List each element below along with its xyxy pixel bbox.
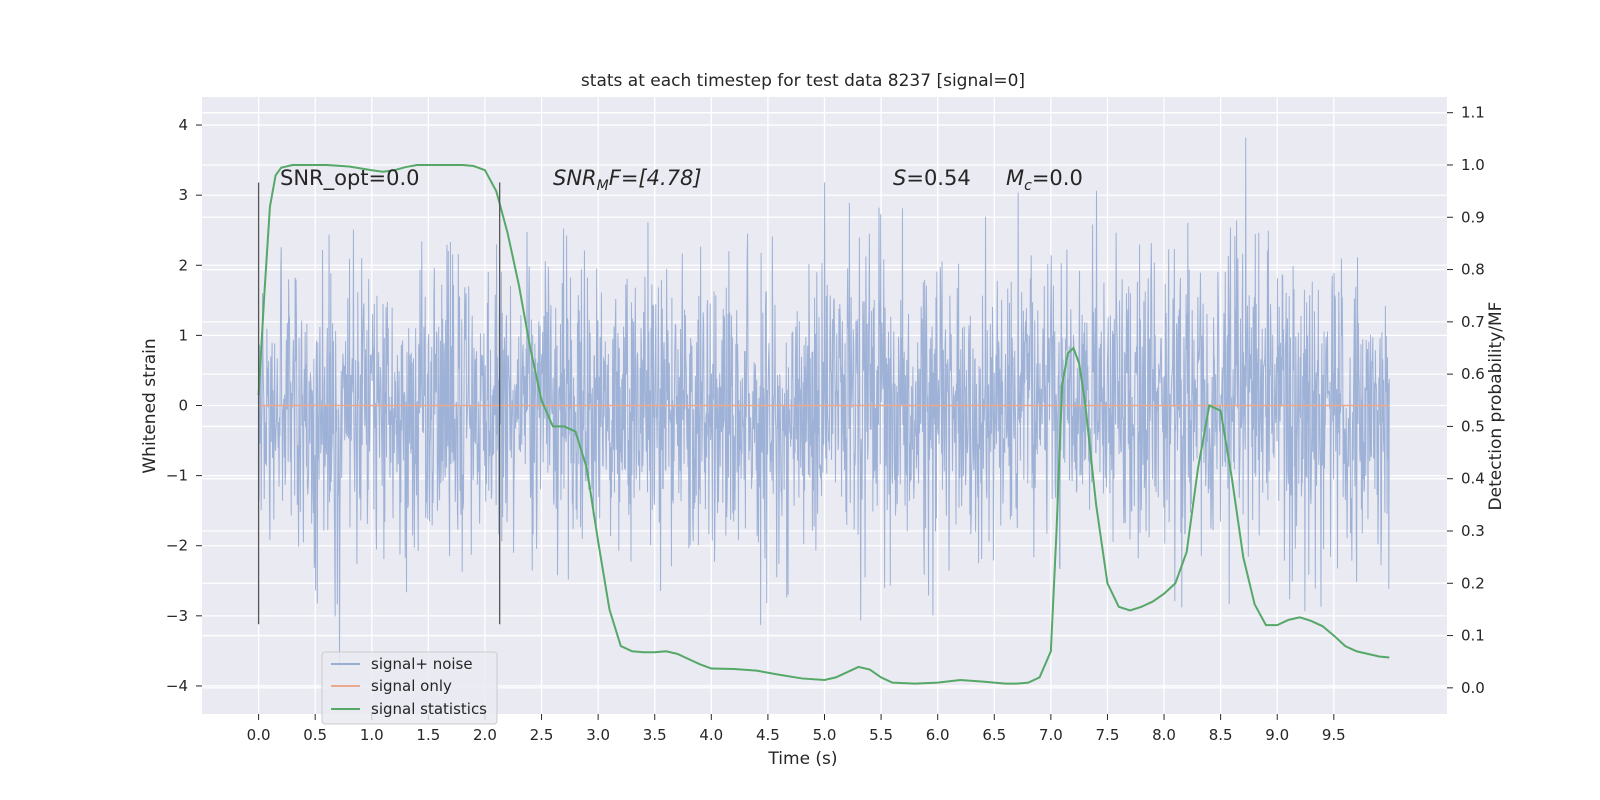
- annotation-s: S=0.54: [893, 166, 971, 190]
- annotation-mc-symbol: M: [1006, 166, 1024, 190]
- x-tick-label: 9.5: [1322, 726, 1346, 744]
- x-tick-label: 1.0: [360, 726, 384, 744]
- x-tick-label: 5.5: [869, 726, 893, 744]
- x-tick-label: 6.0: [926, 726, 950, 744]
- x-tick-label: 2.5: [530, 726, 554, 744]
- y-tick-label: −3: [166, 607, 188, 625]
- y-tick-label: 0: [178, 397, 188, 415]
- x-tick-label: 3.5: [643, 726, 667, 744]
- y2-tick-label: 0.8: [1461, 261, 1485, 279]
- y2-tick-label: 0.1: [1461, 627, 1485, 645]
- y2-tick-label: 1.1: [1461, 104, 1485, 122]
- y-tick-label: 4: [178, 116, 188, 134]
- x-tick-label: 4.5: [756, 726, 780, 744]
- legend-label-signal-only: signal only: [371, 677, 452, 695]
- y2-axis-label: Detection probability/MF: [1486, 302, 1506, 511]
- annotation-snr-mf: SNRMF=[4.78]: [553, 166, 702, 194]
- y-axis-label: Whitened strain: [140, 338, 160, 473]
- legend-box: [321, 651, 498, 725]
- legend: signal+ noise signal only signal statist…: [321, 651, 498, 725]
- y-tick-label: −2: [166, 537, 188, 555]
- annotation-snr-opt: SNR_opt=0.0: [280, 166, 420, 191]
- y-tick-label: 2: [178, 256, 188, 274]
- x-tick-label: 0.5: [303, 726, 327, 744]
- y2-tick-label: 0.2: [1461, 574, 1485, 592]
- x-tick-label: 5.0: [813, 726, 837, 744]
- x-tick-label: 7.5: [1096, 726, 1120, 744]
- annotation-mc-subscript: c: [1024, 178, 1032, 194]
- y-tick-label: −4: [166, 677, 188, 695]
- x-tick-label: 4.0: [699, 726, 723, 744]
- annotation-s-value: =0.54: [906, 166, 970, 190]
- y2-tick-label: 0.7: [1461, 313, 1485, 331]
- y-tick-label: 3: [178, 186, 188, 204]
- y2-tick-label: 0.0: [1461, 679, 1485, 697]
- legend-label-signal-statistics: signal statistics: [371, 700, 487, 718]
- x-tick-label: 0.0: [247, 726, 271, 744]
- axes: 0.0 0.5 1.0 1.5 2.0 2.5 3.0 3.5 4.0 4.5 5.0 5.5 6.0 6…: [166, 104, 1485, 744]
- plot-data: [257, 137, 1390, 685]
- vertical-markers: [257, 182, 501, 625]
- legend-label-signal-noise: signal+ noise: [371, 655, 473, 673]
- x-tick-label: 7.0: [1039, 726, 1063, 744]
- y2-tick-label: 0.4: [1461, 470, 1485, 488]
- annotation-s-symbol: S: [893, 166, 906, 190]
- x-tick-label: 3.0: [586, 726, 610, 744]
- y-tick-label: 1: [178, 326, 188, 344]
- series-signal-noise: [258, 137, 1390, 667]
- annotation-snr-mf-value: F=[4.78]: [609, 166, 702, 190]
- y2-tick-label: 0.3: [1461, 522, 1485, 540]
- annotation-mc: Mc=0.0: [1006, 166, 1083, 194]
- chart-title: stats at each timestep for test data 823…: [581, 71, 1025, 91]
- annotation-snr-mf-symbol: SNR: [553, 166, 597, 190]
- y2-tick-label: 0.6: [1461, 365, 1485, 383]
- y2-tick-label: 0.5: [1461, 417, 1485, 435]
- series-signal-statistics: [257, 163, 1390, 685]
- y2-tick-label: 1.0: [1461, 156, 1485, 174]
- x-tick-label: 9.0: [1265, 726, 1289, 744]
- y2-tick-label: 0.9: [1461, 208, 1485, 226]
- x-tick-label: 6.5: [982, 726, 1006, 744]
- x-tick-label: 8.0: [1152, 726, 1176, 744]
- x-axis-label: Time (s): [767, 749, 837, 769]
- y-tick-label: −1: [166, 467, 188, 485]
- annotation-snr-mf-subscript: M: [597, 178, 609, 194]
- x-tick-label: 2.0: [473, 726, 497, 744]
- annotation-mc-value: =0.0: [1032, 166, 1083, 190]
- x-tick-label: 1.5: [416, 726, 440, 744]
- x-tick-label: 8.5: [1209, 726, 1233, 744]
